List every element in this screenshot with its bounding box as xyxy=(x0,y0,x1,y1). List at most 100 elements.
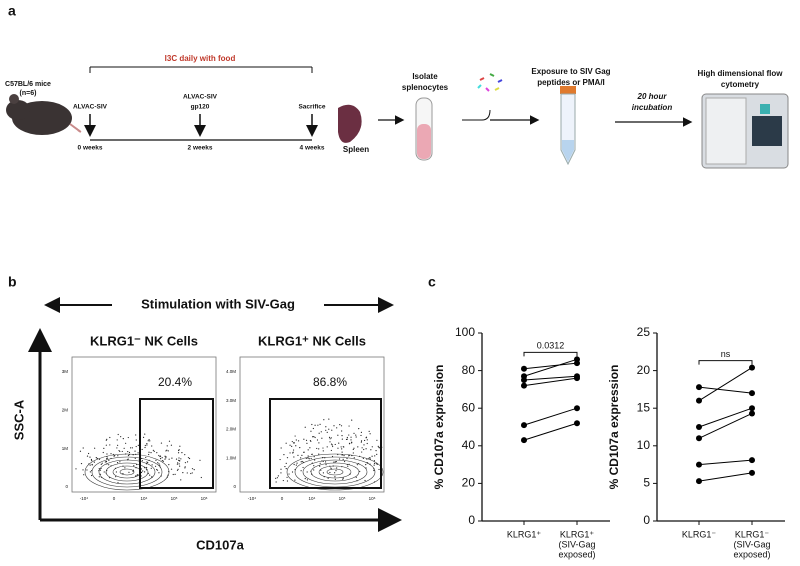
event-dot xyxy=(277,475,279,477)
event-dot xyxy=(329,441,331,443)
pair-line xyxy=(523,375,578,381)
event-dot xyxy=(307,455,309,457)
gate xyxy=(139,398,214,489)
event-dot xyxy=(301,460,303,463)
event-dot xyxy=(122,472,124,475)
event-dot xyxy=(127,436,129,439)
event-dot xyxy=(349,442,351,444)
event-dot xyxy=(141,448,143,451)
event-dot xyxy=(334,478,336,480)
event-dot xyxy=(342,478,344,480)
event-dot xyxy=(375,450,377,452)
event-dot xyxy=(360,431,363,434)
event-dot xyxy=(135,475,137,477)
event-dot xyxy=(165,456,167,458)
event-dot xyxy=(136,474,138,476)
event-dot xyxy=(164,458,166,460)
event-dot xyxy=(325,429,327,431)
event-dot xyxy=(365,463,367,466)
event-label: ALVAC-SIV xyxy=(73,104,108,111)
event-dot xyxy=(301,454,303,456)
pair-line xyxy=(698,472,753,482)
event-dot xyxy=(341,448,343,450)
event-dot xyxy=(149,474,151,476)
event-dot xyxy=(115,476,117,478)
event-dot xyxy=(318,442,320,444)
event-dot xyxy=(369,457,371,459)
event-dot xyxy=(82,469,84,471)
event-dot xyxy=(364,479,366,482)
event-dot xyxy=(292,449,295,451)
arrow-curve xyxy=(462,109,491,121)
event-dot xyxy=(351,441,353,443)
event-dot xyxy=(166,449,168,451)
event-dot xyxy=(294,435,296,437)
y-tick-label: 10 xyxy=(637,438,651,452)
event-dot xyxy=(335,460,337,463)
event-dot xyxy=(366,439,368,441)
y-label: % CD107a expression xyxy=(607,365,621,490)
event-dot xyxy=(374,455,376,457)
event-dot xyxy=(154,465,157,467)
event-dot xyxy=(115,471,117,473)
event-dot xyxy=(177,452,180,454)
event-dot xyxy=(170,468,173,470)
event-dot xyxy=(322,450,324,452)
event-dot xyxy=(134,450,136,452)
panel-label: c xyxy=(428,274,436,290)
event-dot xyxy=(148,453,150,456)
event-dot xyxy=(360,441,362,443)
event-dot xyxy=(330,449,332,452)
event-dot xyxy=(346,457,348,460)
event-dot xyxy=(321,437,323,439)
event-dot xyxy=(105,461,107,463)
event-dot xyxy=(329,471,331,474)
x-tick-label: 10⁴ xyxy=(309,496,316,501)
event-dot xyxy=(309,447,311,449)
x-tick-label: KLRG1⁺ xyxy=(560,529,595,539)
event-dot xyxy=(340,446,342,448)
event-dot xyxy=(337,447,339,449)
event-dot xyxy=(369,433,371,435)
event-dot xyxy=(153,450,155,452)
event-dot xyxy=(336,427,338,429)
pair-line xyxy=(698,413,753,439)
step-label: High dimensional flow xyxy=(698,69,784,78)
event-dot xyxy=(164,455,166,457)
event-dot xyxy=(346,436,348,439)
event-dot xyxy=(125,442,127,444)
point xyxy=(749,405,755,412)
event-dot xyxy=(184,462,187,464)
event-dot xyxy=(98,476,100,478)
y-label: % CD107a expression xyxy=(432,365,446,490)
event-dot xyxy=(319,423,321,426)
plot-title: KLRG1⁻ NK Cells xyxy=(90,333,198,348)
event-dot xyxy=(328,436,331,438)
y-tick-label: 0 xyxy=(468,513,475,527)
event-dot xyxy=(355,434,357,436)
event-dot xyxy=(296,462,298,464)
event-dot xyxy=(191,472,193,474)
event-dot xyxy=(342,477,344,479)
event-dot xyxy=(305,439,308,441)
event-dot xyxy=(135,434,137,436)
x-tick-label: 10⁵ xyxy=(171,496,178,501)
y-tick-label: 80 xyxy=(462,363,476,377)
gate-percent: 86.8% xyxy=(313,375,347,389)
event-dot xyxy=(318,453,320,455)
event-dot xyxy=(158,454,160,457)
event-dot xyxy=(140,468,143,470)
event-dot xyxy=(117,444,119,446)
event-dot xyxy=(289,452,291,454)
event-dot xyxy=(308,458,310,460)
event-dot xyxy=(310,457,312,460)
y-tick-label: 20 xyxy=(462,476,476,490)
pair-line xyxy=(698,367,753,402)
event-dot xyxy=(313,456,315,458)
event-dot xyxy=(129,447,132,449)
event-dot xyxy=(352,452,354,454)
event-dot xyxy=(343,454,345,457)
event-dot xyxy=(182,472,184,474)
event-dot xyxy=(353,447,355,449)
x-tick-label: -10⁴ xyxy=(248,496,257,501)
